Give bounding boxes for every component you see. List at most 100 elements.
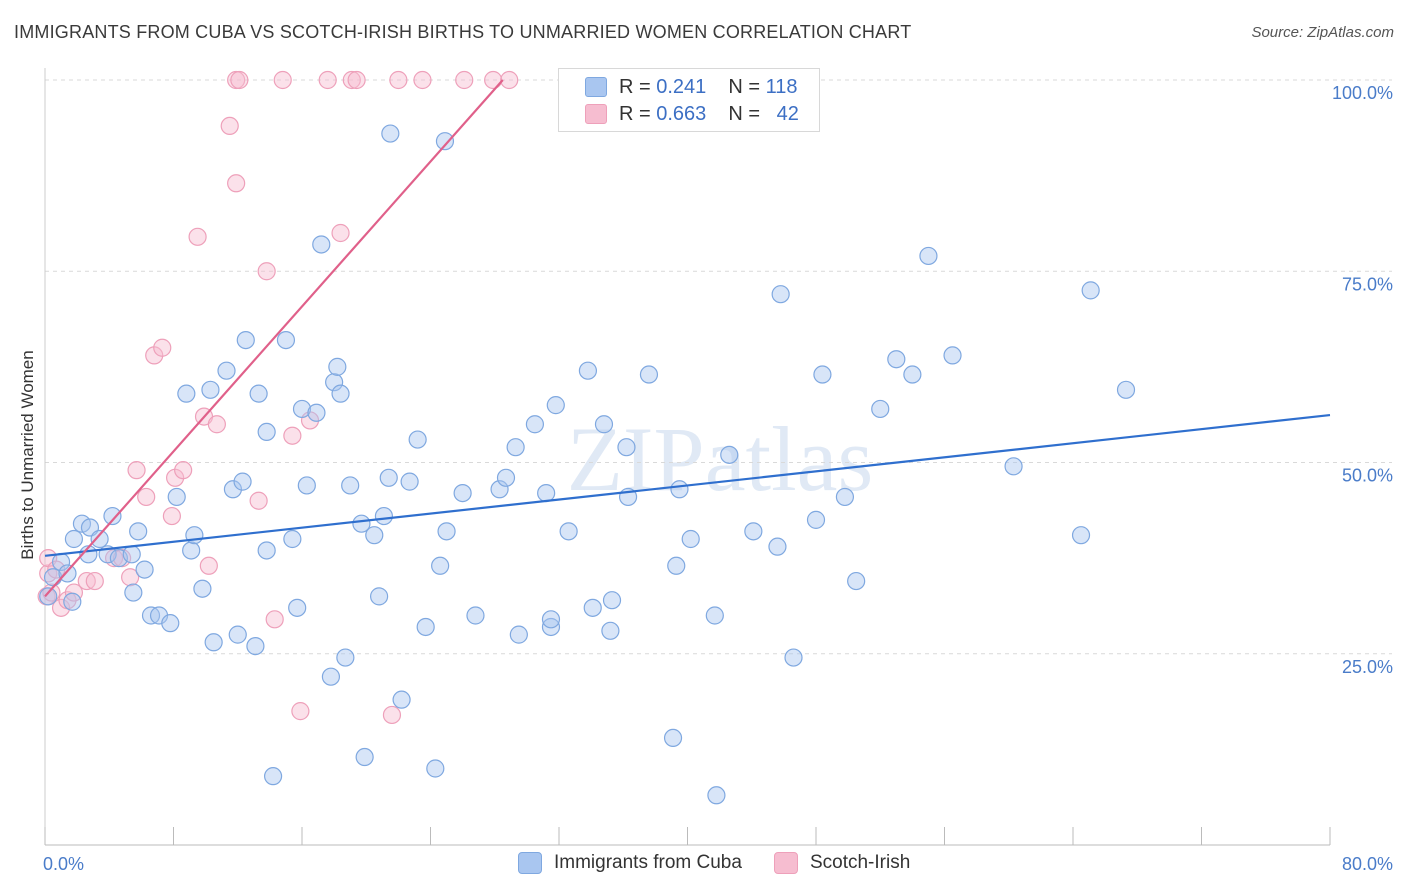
- correlation-legend: R = 0.241 N = 118 R = 0.663 N = 42: [558, 68, 820, 132]
- cuba-point: [744, 522, 763, 541]
- chart-title: IMMIGRANTS FROM CUBA VS SCOTCH-IRISH BIR…: [14, 22, 912, 42]
- cuba-point: [312, 235, 331, 254]
- source-label: Source: ZipAtlas.com: [1251, 24, 1394, 41]
- cuba-point: [771, 285, 790, 304]
- cuba-point: [546, 396, 565, 415]
- legend-r-value: 0.241: [656, 75, 707, 98]
- cuba-point: [90, 529, 109, 549]
- y-tick-label: 25.0%: [1342, 657, 1393, 677]
- scotch-irish-point: [273, 70, 292, 90]
- cuba-point: [379, 468, 398, 487]
- cuba-point: [1071, 526, 1091, 545]
- cuba-point: [707, 786, 726, 805]
- cuba-point: [453, 484, 472, 503]
- scotch-irish-point: [342, 70, 361, 90]
- cuba-point: [1081, 281, 1100, 300]
- cuba-point: [583, 598, 602, 617]
- cuba-point: [541, 617, 561, 637]
- cuba-point: [426, 759, 445, 778]
- legend-swatch-pink: [585, 104, 607, 124]
- cuba-point: [681, 529, 700, 549]
- cuba-point: [408, 430, 427, 449]
- cuba-point: [124, 583, 143, 602]
- scotch-irish-point: [347, 70, 366, 90]
- cuba-point: [617, 438, 636, 457]
- cuba-point: [182, 541, 201, 560]
- cuba-point: [257, 422, 276, 441]
- cuba-point: [292, 399, 312, 419]
- scotch-irish-point: [199, 556, 218, 575]
- cuba-point: [246, 636, 265, 656]
- cuba-point: [435, 132, 455, 151]
- legend-r-label: R =: [619, 75, 651, 98]
- y-tick-label: 100.0%: [1332, 83, 1393, 103]
- cuba-point: [63, 592, 82, 611]
- trend-lines: [44, 79, 1331, 598]
- cuba-point: [263, 767, 283, 786]
- cuba-point: [431, 556, 450, 575]
- cuba-point: [670, 480, 689, 499]
- axes: [44, 68, 1331, 846]
- cuba-point: [509, 625, 528, 644]
- cuba-point: [307, 403, 326, 422]
- scotch-irish-point: [207, 415, 226, 434]
- y-tick-label: 75.0%: [1342, 274, 1393, 294]
- scotch-irish-point: [455, 70, 474, 90]
- cuba-point: [352, 514, 371, 533]
- scotch-irish-point: [85, 571, 104, 591]
- cuba-point: [233, 472, 252, 491]
- cuba-point: [381, 124, 400, 143]
- cuba-point: [249, 384, 268, 403]
- cuba-point: [217, 361, 236, 380]
- cuba-point: [228, 625, 247, 644]
- cuba-point: [559, 522, 578, 541]
- cuba-point: [496, 468, 516, 487]
- scotch-irish-point: [220, 116, 239, 136]
- series-scotch-irish: [37, 70, 519, 725]
- legend-item-cuba[interactable]: Immigrants from Cuba: [518, 852, 742, 874]
- cuba-point: [370, 587, 389, 606]
- cuba-point: [341, 476, 360, 495]
- scotch-irish-point: [257, 262, 276, 281]
- cuba-point: [871, 399, 890, 419]
- y-axis-label: Births to Unmarried Women: [18, 350, 37, 559]
- cuba-point: [887, 350, 906, 369]
- cuba-point: [236, 331, 255, 350]
- cuba-point: [1004, 457, 1023, 476]
- cuba-point: [537, 484, 556, 503]
- cuba-point: [331, 384, 350, 403]
- legend-r-label: R =: [619, 102, 651, 125]
- cuba-point: [806, 510, 826, 529]
- cuba-point: [58, 564, 77, 583]
- scotch-irish-point: [121, 568, 140, 587]
- cuba-point: [276, 331, 296, 350]
- cuba-point: [541, 610, 561, 629]
- scotch-irish-point: [174, 461, 193, 480]
- cuba-point: [578, 361, 598, 380]
- tick-labels: 100.0% 75.0% 50.0% 25.0% 0.0% 80.0%: [43, 83, 1393, 874]
- scotch-irish-point: [137, 487, 156, 507]
- scotch-irish-point: [500, 70, 519, 90]
- scotch-irish-point: [249, 491, 268, 510]
- legend-swatch-pink: [773, 852, 798, 874]
- scotch-irish-point: [291, 702, 310, 721]
- cuba-point: [663, 728, 683, 748]
- cuba-point: [601, 621, 620, 640]
- x-tick-label: 0.0%: [43, 854, 84, 874]
- cuba-point: [355, 747, 374, 767]
- cuba-point: [720, 445, 739, 464]
- legend-row-scotch-irish: R = 0.663 N = 42: [585, 101, 799, 127]
- legend-label-scotch-irish: Scotch-Irish: [809, 852, 911, 873]
- cuba-point: [365, 526, 384, 545]
- scotch-irish-point: [389, 70, 408, 90]
- cuba-point: [201, 380, 220, 399]
- cuba-point: [594, 415, 614, 434]
- cuba-point: [768, 537, 787, 556]
- legend-item-scotch-irish[interactable]: Scotch-Irish: [773, 852, 911, 874]
- cuba-point: [103, 506, 122, 526]
- cuba-point: [374, 506, 394, 526]
- cuba-point: [193, 579, 212, 598]
- cuba-trend-line: [44, 413, 1331, 557]
- cuba-point: [129, 522, 148, 541]
